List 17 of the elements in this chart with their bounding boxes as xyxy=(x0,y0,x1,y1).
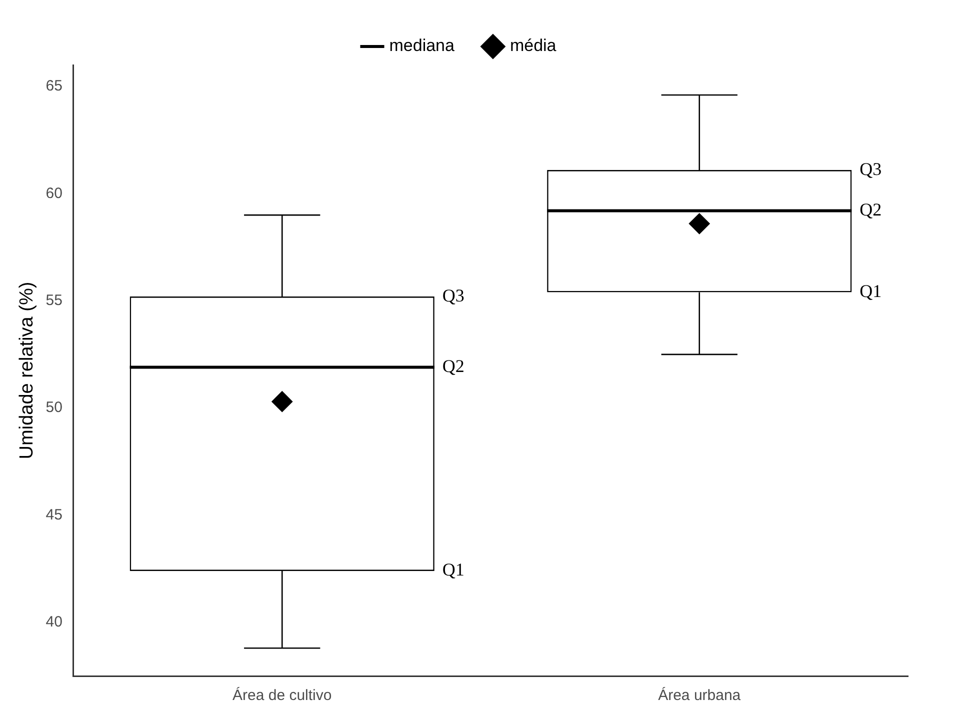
y-tick-label: 45 xyxy=(46,506,62,524)
annotation: Q1 xyxy=(860,280,882,301)
y-axis-title: Umidade relativa (%) xyxy=(16,282,38,460)
annotation: Q3 xyxy=(860,158,882,179)
annotation: Q1 xyxy=(442,560,464,580)
y-tick-label: 40 xyxy=(46,614,62,631)
y-tick-label: 60 xyxy=(46,184,62,202)
x-tick-label: Área urbana xyxy=(658,686,742,704)
y-tick-label: 50 xyxy=(46,399,62,416)
y-tick-label: 65 xyxy=(46,78,62,95)
legend-label: média xyxy=(510,36,557,56)
annotation: Q2 xyxy=(442,356,464,376)
y-tick-label: 55 xyxy=(46,292,62,309)
x-tick-label: Área de cultivo xyxy=(232,686,332,704)
annotation: Q3 xyxy=(442,285,464,306)
legend-label: mediana xyxy=(389,36,455,56)
annotation: Q2 xyxy=(860,200,882,220)
